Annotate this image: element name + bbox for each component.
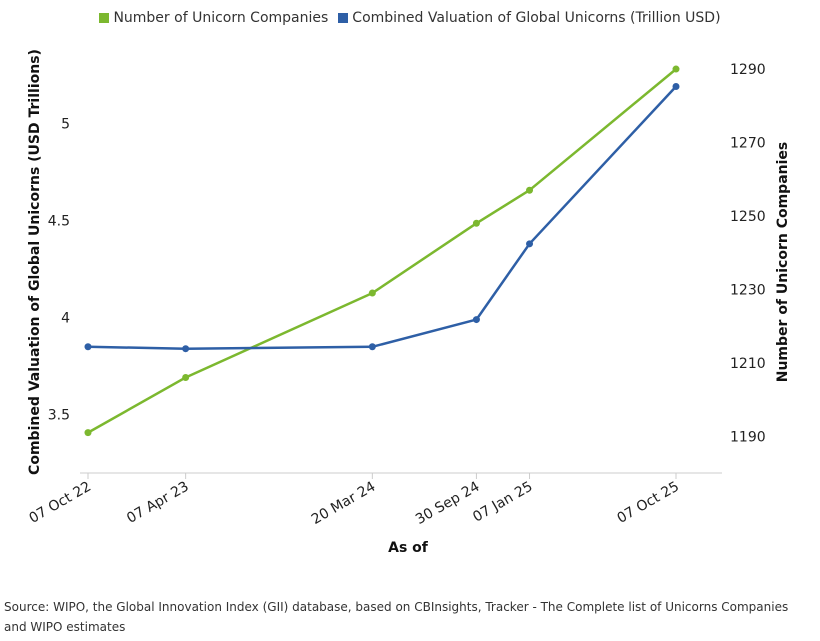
right-tick-label: 1210 [730,356,766,372]
legend-item-unicorn-count[interactable]: Number of Unicorn Companies [99,10,328,26]
left-tick-label: 4.5 [48,214,70,230]
x-tick-label: 20 Mar 24 [309,479,379,528]
data-point-valuation[interactable] [672,82,680,90]
data-point-unicorn-count[interactable] [368,289,376,297]
legend-label-valuation: Combined Valuation of Global Unicorns (T… [352,10,721,26]
data-point-unicorn-count[interactable] [84,429,92,437]
x-tick-label: 07 Jan 25 [470,479,535,526]
series-layer [84,65,680,437]
legend-swatch-blue [338,13,349,23]
right-axis-title: Number of Unicorn Companies [775,142,791,383]
data-point-unicorn-count[interactable] [672,65,680,73]
data-point-unicorn-count[interactable] [182,374,190,382]
series-line-unicorn-count [87,68,677,434]
data-point-unicorn-count[interactable] [526,186,534,194]
right-tick-label: 1270 [730,135,766,151]
data-point-valuation[interactable] [84,343,92,351]
source-note: Source: WIPO, the Global Innovation Inde… [4,600,789,634]
legend-item-valuation[interactable]: Combined Valuation of Global Unicorns (T… [338,10,721,26]
data-point-valuation[interactable] [368,343,376,351]
left-tick-label: 4 [61,311,70,327]
series-line-valuation [87,85,677,350]
legend-label-unicorn-count: Number of Unicorn Companies [113,10,329,26]
right-tick-label: 1290 [730,62,766,78]
legend-swatch-green [99,13,110,23]
left-axis-title: Combined Valuation of Global Unicorns (U… [27,49,43,475]
x-tick-label: 07 Oct 22 [26,479,94,527]
series-unicorn-count [84,65,680,437]
right-tick-label: 1190 [730,429,766,445]
legend: Number of Unicorn Companies Combined Val… [0,10,820,26]
series-valuation [84,82,680,353]
x-tick-label: 07 Apr 23 [124,479,192,527]
x-tick-label: 07 Oct 25 [614,479,682,527]
data-point-unicorn-count[interactable] [472,219,480,227]
data-point-valuation[interactable] [182,345,190,353]
right-tick-label: 1230 [730,282,766,298]
data-point-valuation[interactable] [472,316,480,324]
x-axis-title: As of [388,540,429,556]
data-point-valuation[interactable] [526,240,534,248]
left-tick-label: 3.5 [48,408,70,424]
left-tick-label: 5 [61,116,70,132]
right-tick-label: 1250 [730,209,766,225]
x-tick-label: 30 Sep 24 [413,479,482,528]
